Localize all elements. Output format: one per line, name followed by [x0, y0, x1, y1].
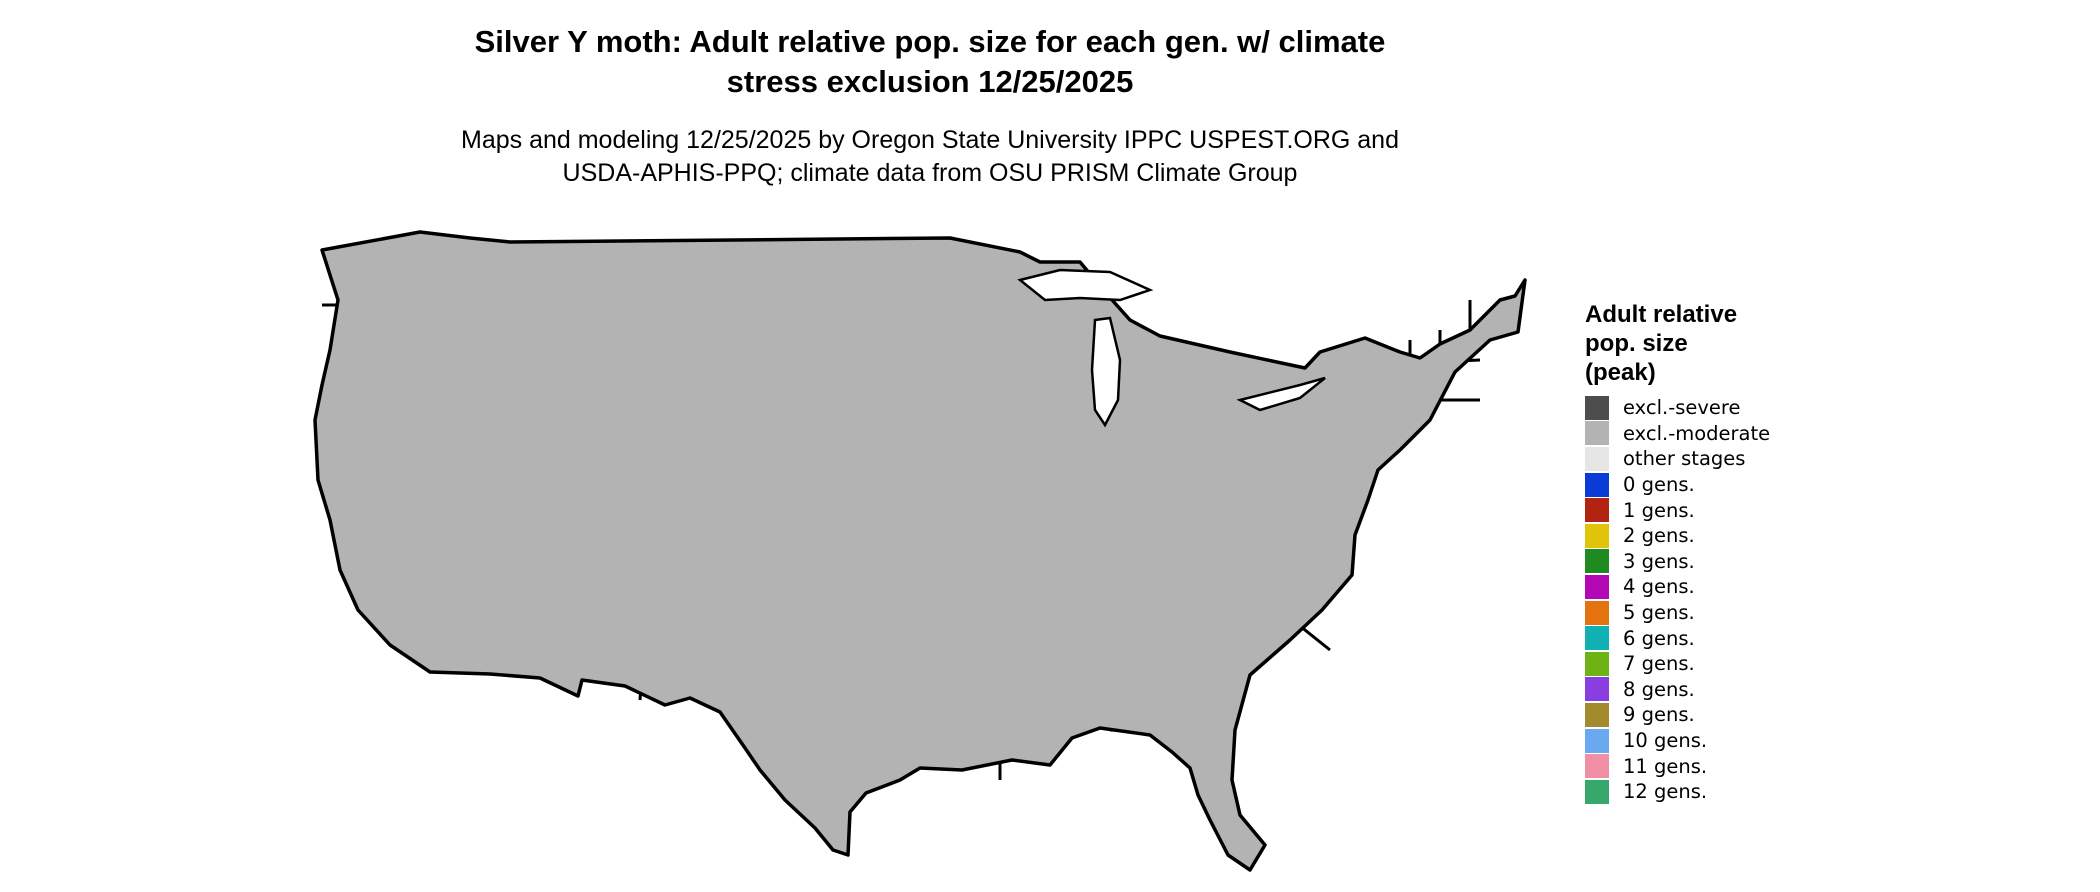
- legend-label: excl.-moderate: [1623, 421, 1771, 445]
- legend-label: 5 gens.: [1623, 601, 1695, 625]
- legend-items: excl.-severe excl.-moderate other stages 0 …: [1585, 395, 1770, 805]
- legend-item: 11 gens.: [1585, 753, 1770, 779]
- legend-label: 4 gens.: [1623, 575, 1695, 599]
- legend-item: 7 gens.: [1585, 651, 1770, 677]
- legend-label: 9 gens.: [1623, 703, 1695, 727]
- legend-swatch: [1585, 702, 1609, 727]
- legend-item: 6 gens.: [1585, 625, 1770, 651]
- legend-item: 3 gens.: [1585, 549, 1770, 575]
- legend-swatch: [1585, 728, 1609, 753]
- legend-item: 0 gens.: [1585, 472, 1770, 498]
- legend-label: 2 gens.: [1623, 524, 1695, 548]
- legend-swatch: [1585, 395, 1609, 420]
- legend-swatch: [1585, 421, 1609, 446]
- legend-label: 1 gens.: [1623, 498, 1695, 522]
- lake-erie: [1236, 376, 1326, 412]
- map-subtitle-line-1: Maps and modeling 12/25/2025 by Oregon S…: [461, 126, 1399, 154]
- legend-swatch: [1585, 754, 1609, 779]
- legend-item: 5 gens.: [1585, 600, 1770, 626]
- legend-swatch: [1585, 498, 1609, 523]
- legend-label: 12 gens.: [1623, 780, 1708, 804]
- legend-title-line: pop. size: [1585, 330, 1688, 357]
- legend-item: 1 gens.: [1585, 497, 1770, 523]
- legend-title-line: Adult relative: [1585, 301, 1738, 328]
- legend-item: other stages: [1585, 446, 1770, 472]
- legend-item: 10 gens.: [1585, 728, 1770, 754]
- legend-item: 9 gens.: [1585, 702, 1770, 728]
- legend-label: 0 gens.: [1623, 473, 1695, 497]
- legend-swatch: [1585, 677, 1609, 702]
- map-title-line-2: stress exclusion 12/25/2025: [726, 64, 1134, 99]
- legend-swatch: [1585, 600, 1609, 625]
- legend-swatch: [1585, 651, 1609, 676]
- legend-swatch: [1585, 472, 1609, 497]
- map-body: [313, 230, 1527, 872]
- legend-title: Adult relative pop. size (peak): [1585, 300, 1770, 387]
- legend-item: 2 gens.: [1585, 523, 1770, 549]
- legend-label: excl.-severe: [1623, 396, 1741, 420]
- legend-label: 3 gens.: [1623, 549, 1695, 573]
- legend-swatch: [1585, 626, 1609, 651]
- legend-label: 8 gens.: [1623, 677, 1695, 701]
- legend-item: 4 gens.: [1585, 574, 1770, 600]
- legend-label: 7 gens.: [1623, 652, 1695, 676]
- lake-superior: [1017, 268, 1154, 302]
- legend-item: 8 gens.: [1585, 677, 1770, 703]
- legend-swatch: [1585, 549, 1609, 574]
- legend-swatch: [1585, 574, 1609, 599]
- map-title: Silver Y moth: Adult relative pop. size …: [0, 22, 1860, 102]
- legend-item: excl.-severe: [1585, 395, 1770, 421]
- legend-label: 11 gens.: [1623, 754, 1708, 778]
- legend-item: 12 gens.: [1585, 779, 1770, 805]
- map-subtitle: Maps and modeling 12/25/2025 by Oregon S…: [0, 124, 1860, 190]
- legend-swatch: [1585, 779, 1609, 804]
- legend-swatch: [1585, 446, 1609, 471]
- legend-swatch: [1585, 523, 1609, 548]
- legend-label: 10 gens.: [1623, 729, 1708, 753]
- map-subtitle-line-2: USDA-APHIS-PPQ; climate data from OSU PR…: [562, 159, 1298, 187]
- legend-item: excl.-moderate: [1585, 421, 1770, 447]
- legend-title-line: (peak): [1585, 359, 1656, 386]
- lake-michigan: [1090, 316, 1122, 428]
- legend-label: 6 gens.: [1623, 626, 1695, 650]
- legend-label: other stages: [1623, 447, 1746, 471]
- us-map: [313, 230, 1527, 872]
- map-title-line-1: Silver Y moth: Adult relative pop. size …: [474, 24, 1386, 59]
- map-legend: Adult relative pop. size (peak) excl.-seve…: [1585, 300, 1770, 805]
